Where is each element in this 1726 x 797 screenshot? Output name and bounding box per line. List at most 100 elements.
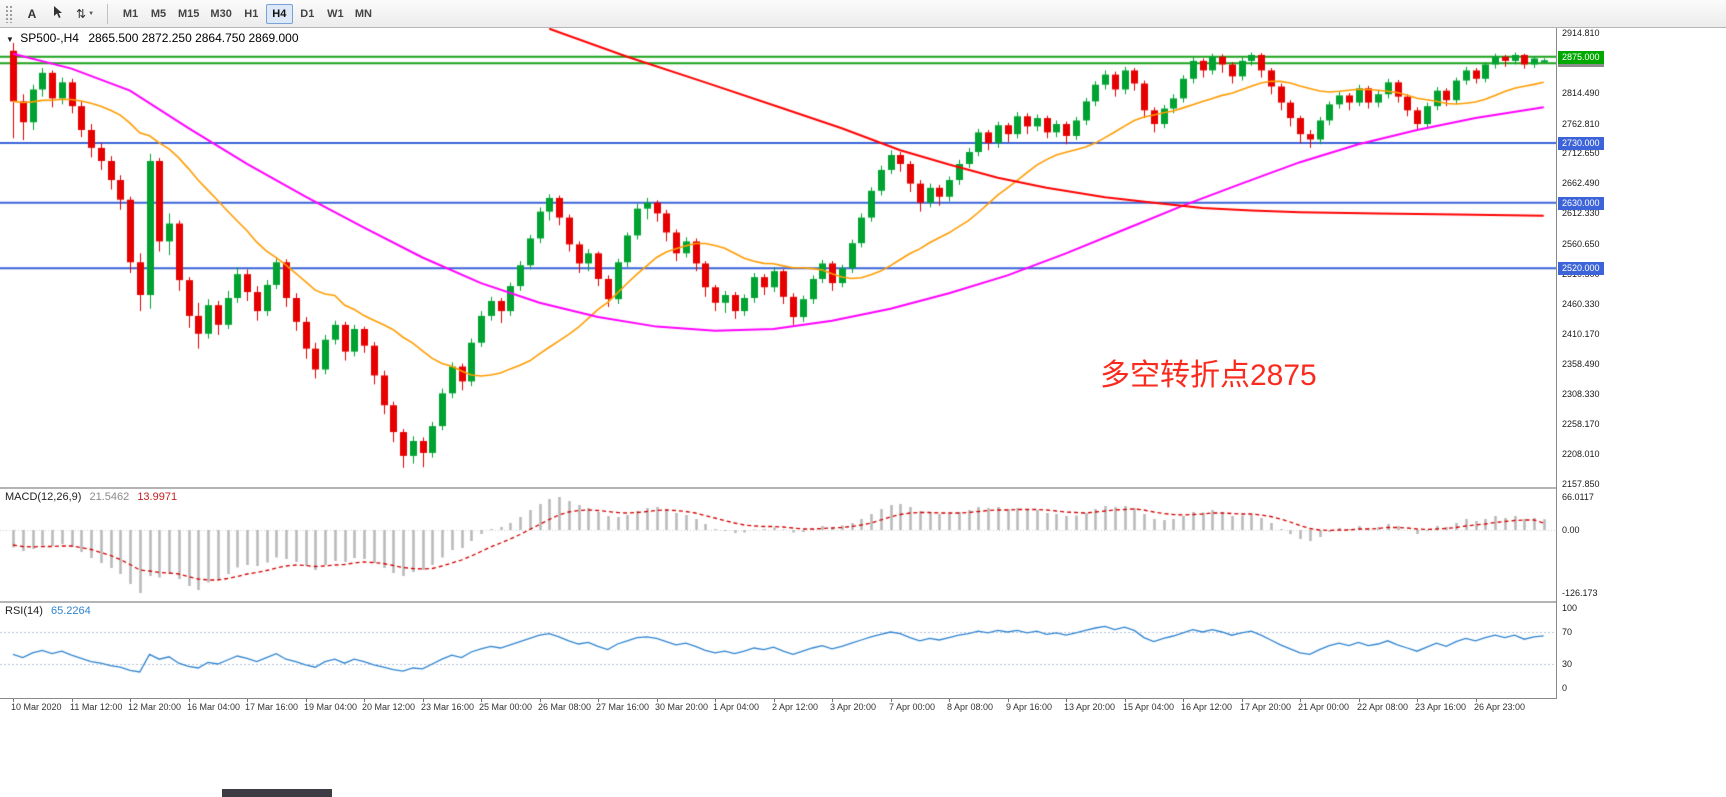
time-axis-label: 9 Apr 16:00 (1006, 702, 1053, 712)
time-axis-tick (72, 699, 73, 702)
time-axis-label: 17 Mar 16:00 (245, 702, 299, 712)
time-axis-label: 26 Apr 23:00 (1474, 702, 1526, 712)
timeframe-button-w1[interactable]: W1 (322, 4, 349, 24)
time-axis-tick (1183, 699, 1184, 702)
timeframe-button-h1[interactable]: H1 (238, 4, 265, 24)
rsi-label: RSI(14) (5, 605, 43, 617)
timeframe-group: M1 M5 M15 M30 H1 H4 D1 W1 MN (117, 3, 377, 24)
time-axis-tick (1417, 699, 1418, 702)
timeframe-button-mn[interactable]: MN (350, 4, 377, 24)
price-axis-label: 2762.810 (1562, 119, 1600, 129)
arrow-tool-button[interactable]: A (20, 3, 44, 25)
time-axis-tick (481, 699, 482, 702)
time-axis-tick (832, 699, 833, 702)
price-axis-label: 2712.650 (1562, 148, 1600, 158)
time-axis-label: 22 Apr 08:00 (1357, 702, 1409, 712)
toolbar-drag-handle-icon[interactable] (5, 4, 13, 23)
time-axis-tick (364, 699, 365, 702)
time-axis-tick (1359, 699, 1360, 702)
time-axis-label: 25 Mar 00:00 (479, 702, 533, 712)
time-axis-label: 1 Apr 04:00 (713, 702, 760, 712)
time-axis-tick (540, 699, 541, 702)
time-axis-tick (657, 699, 658, 702)
timeframe-button-m1[interactable]: M1 (117, 4, 144, 24)
time-axis-tick (247, 699, 248, 702)
time-axis-tick (1125, 699, 1126, 702)
time-axis-label: 19 Mar 04:00 (304, 702, 358, 712)
price-axis-label: 2358.490 (1562, 359, 1600, 369)
chart-text-annotation: 多空转折点2875 (1100, 359, 1317, 392)
macd-signal-value: 13.9971 (137, 491, 178, 503)
time-axis-label: 23 Apr 16:00 (1415, 702, 1467, 712)
time-axis-label: 12 Mar 20:00 (128, 702, 182, 712)
cursor-tool-button[interactable] (46, 3, 70, 25)
rsi-axis-label: 100 (1562, 603, 1578, 613)
timeframe-button-h4[interactable]: H4 (265, 3, 293, 24)
time-axis-tick (598, 699, 599, 702)
price-axis-label: 2157.850 (1562, 479, 1600, 489)
time-axis-tick (949, 699, 950, 702)
time-axis-divider (0, 698, 1726, 699)
time-axis-label: 30 Mar 20:00 (655, 702, 709, 712)
main-chart-canvas[interactable] (0, 28, 1556, 487)
time-axis-label: 20 Mar 12:00 (362, 702, 416, 712)
price-axis-label: 2662.490 (1562, 178, 1600, 188)
time-axis-tick (130, 699, 131, 702)
time-axis-label: 8 Apr 08:00 (947, 702, 994, 712)
timeframe-button-m5[interactable]: M5 (145, 4, 172, 24)
time-axis-label: 11 Mar 12:00 (70, 702, 123, 712)
time-axis: 10 Mar 2020 11 Mar 12:00 12 Mar 20:00 16 Ma… (0, 699, 1726, 715)
time-axis-tick (774, 699, 775, 702)
time-axis-label: 2 Apr 12:00 (772, 702, 819, 712)
price-axis-label: 2560.650 (1562, 239, 1600, 249)
chart-marker-icon[interactable]: ▼ (6, 35, 14, 44)
time-axis-label: 23 Mar 16:00 (421, 702, 475, 712)
macd-main-value: 21.5462 (89, 491, 130, 503)
panel-divider[interactable] (0, 487, 1726, 489)
price-badge: 2730.000 (1558, 137, 1604, 150)
macd-canvas[interactable] (0, 489, 1556, 601)
time-axis-tick (13, 699, 14, 702)
time-axis-label: 10 Mar 2020 (11, 702, 62, 712)
chart-symbol-period: SP500-,H4 (20, 31, 79, 45)
price-axis-label: 2410.170 (1562, 329, 1600, 339)
chart-title: ▼ SP500-,H4 2865.500 2872.250 2864.750 2… (6, 31, 299, 45)
price-axis-label: 2914.810 (1562, 28, 1600, 38)
time-axis-label: 13 Apr 20:00 (1064, 702, 1116, 712)
price-badge: 2630.000 (1558, 197, 1604, 210)
toolbar-divider (107, 3, 109, 24)
panel-divider[interactable] (0, 601, 1726, 603)
time-axis-label: 7 Apr 00:00 (889, 702, 936, 712)
timeframe-button-m15[interactable]: M15 (173, 4, 204, 24)
timeframe-button-m30[interactable]: M30 (205, 4, 236, 24)
price-axis: 2914.8102864.6602814.4902762.8102712.650… (1557, 28, 1726, 715)
cursor-icon (52, 5, 64, 22)
time-axis-label: 17 Apr 20:00 (1240, 702, 1292, 712)
price-axis-label: 2460.330 (1562, 299, 1600, 309)
price-axis-label: 2814.490 (1562, 88, 1600, 98)
rsi-canvas[interactable] (0, 603, 1556, 698)
timeframe-button-d1[interactable]: D1 (294, 4, 321, 24)
rsi-axis-label: 30 (1562, 659, 1573, 669)
time-axis-label: 27 Mar 16:00 (596, 702, 650, 712)
time-axis-tick (1300, 699, 1301, 702)
time-axis-tick (1242, 699, 1243, 702)
time-axis-tick (189, 699, 190, 702)
time-axis-label: 26 Mar 08:00 (538, 702, 592, 712)
time-axis-tick (423, 699, 424, 702)
price-badge: 2520.000 (1558, 262, 1604, 275)
price-axis-border (1556, 28, 1557, 715)
up-down-arrows-icon: ⇅ (76, 6, 87, 21)
time-axis-label: 16 Mar 04:00 (187, 702, 241, 712)
time-axis-tick (1066, 699, 1067, 702)
sort-windows-button[interactable]: ⇅ ▼ (72, 3, 98, 25)
time-axis-tick (1476, 699, 1477, 702)
time-axis-tick (1008, 699, 1009, 702)
toolbar: A ⇅ ▼ M1 M5 M15 M30 H1 H4 D1 W1 MN (0, 0, 1726, 28)
rsi-axis-label: 0 (1562, 683, 1568, 693)
time-axis-label: 16 Apr 12:00 (1181, 702, 1233, 712)
rsi-value: 65.2264 (50, 605, 91, 617)
time-axis-label: 3 Apr 20:00 (830, 702, 877, 712)
time-axis-tick (891, 699, 892, 702)
macd-panel: MACD(12,26,9) 21.5462 13.9971 (0, 489, 1556, 601)
